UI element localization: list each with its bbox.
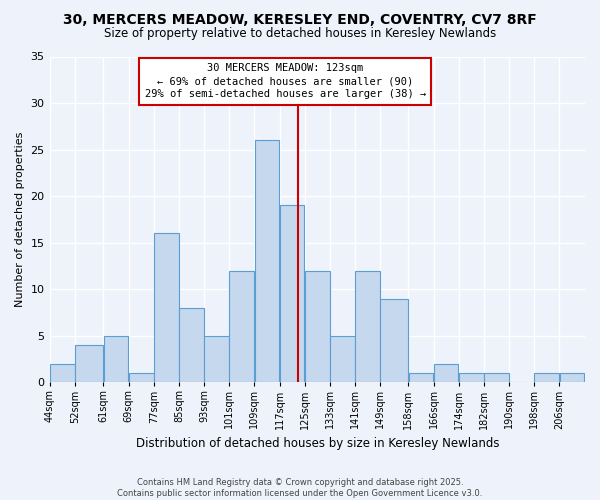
Bar [409, 373, 433, 382]
Bar [154, 234, 179, 382]
Bar [535, 373, 559, 382]
Bar [305, 270, 329, 382]
Text: 30 MERCERS MEADOW: 123sqm
← 69% of detached houses are smaller (90)
29% of semi-: 30 MERCERS MEADOW: 123sqm ← 69% of detac… [145, 63, 426, 100]
Bar [129, 373, 154, 382]
Bar [179, 308, 204, 382]
Bar [380, 298, 408, 382]
Bar [50, 364, 75, 382]
Bar [104, 336, 128, 382]
Bar [229, 270, 254, 382]
Bar [254, 140, 279, 382]
Text: 30, MERCERS MEADOW, KERESLEY END, COVENTRY, CV7 8RF: 30, MERCERS MEADOW, KERESLEY END, COVENT… [63, 12, 537, 26]
Bar [330, 336, 355, 382]
Bar [484, 373, 509, 382]
Bar [280, 206, 304, 382]
Bar [355, 270, 380, 382]
X-axis label: Distribution of detached houses by size in Keresley Newlands: Distribution of detached houses by size … [136, 437, 499, 450]
Bar [459, 373, 484, 382]
Bar [434, 364, 458, 382]
Bar [205, 336, 229, 382]
Text: Size of property relative to detached houses in Keresley Newlands: Size of property relative to detached ho… [104, 28, 496, 40]
Text: Contains HM Land Registry data © Crown copyright and database right 2025.
Contai: Contains HM Land Registry data © Crown c… [118, 478, 482, 498]
Bar [76, 345, 103, 383]
Y-axis label: Number of detached properties: Number of detached properties [15, 132, 25, 307]
Bar [560, 373, 584, 382]
